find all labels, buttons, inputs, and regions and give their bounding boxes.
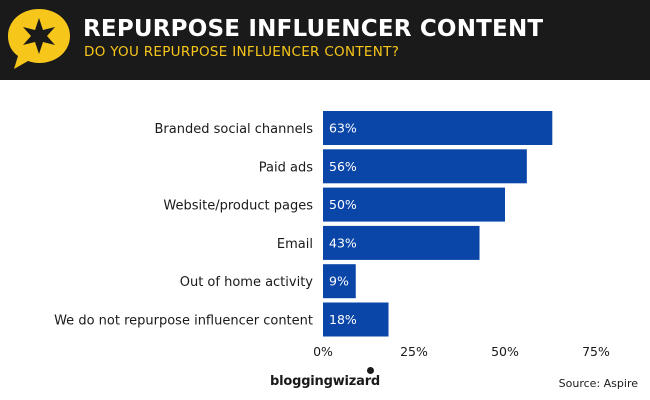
category-label-3: Email — [277, 237, 313, 252]
bar-value-label-2: 50% — [329, 197, 357, 212]
page-subtitle: DO YOU REPURPOSE INFLUENCER CONTENT? — [84, 44, 400, 60]
bar-value-label-4: 9% — [329, 274, 349, 289]
star-speech-bubble-icon — [8, 9, 70, 69]
x-tick-label-3: 75% — [582, 344, 610, 359]
brand-logo-dot — [367, 367, 374, 374]
category-label-1: Paid ads — [259, 160, 313, 175]
x-tick-label-2: 50% — [491, 344, 519, 359]
x-tick-label-1: 25% — [400, 344, 428, 359]
bar-0 — [323, 111, 553, 145]
x-tick-label-0: 0% — [313, 344, 333, 359]
category-label-0: Branded social channels — [154, 122, 313, 137]
bar-3 — [323, 225, 480, 260]
bar-value-label-3: 43% — [329, 235, 357, 250]
bar-value-label-1: 56% — [329, 159, 357, 174]
bar-4 — [323, 264, 356, 299]
bar-value-label-0: 63% — [329, 121, 357, 136]
bar-chart: 63% Branded social channels 56% Paid ads 50%… — [54, 111, 610, 359]
bar-5 — [323, 302, 389, 337]
bar-value-label-5: 18% — [329, 312, 357, 327]
header: REPURPOSE INFLUENCER CONTENT DO YOU REPU… — [0, 0, 650, 80]
brand-logo: bloggingwizard — [270, 374, 381, 389]
bar-1 — [323, 149, 527, 184]
source-note: Source: Aspire — [558, 377, 638, 390]
page-title: REPURPOSE INFLUENCER CONTENT — [83, 16, 544, 42]
category-label-4: Out of home activity — [180, 275, 314, 290]
bar-2 — [323, 187, 505, 222]
category-label-5: We do not repurpose influencer content — [54, 314, 313, 329]
category-label-2: Website/product pages — [163, 199, 313, 214]
